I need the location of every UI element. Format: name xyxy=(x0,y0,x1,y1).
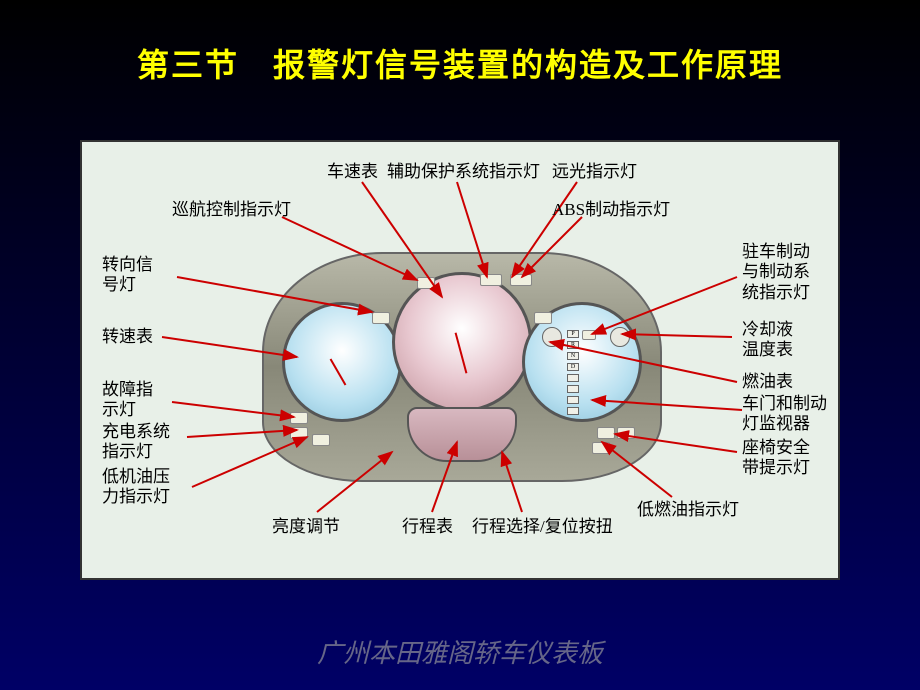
gear-r: R xyxy=(567,341,579,349)
label-line: 低机油压 xyxy=(102,467,170,486)
label-line: 号灯 xyxy=(102,275,136,294)
charging-indicator xyxy=(290,427,308,439)
odometer-panel xyxy=(407,407,517,462)
dashboard-cluster: P R N D xyxy=(262,252,662,482)
label-line: 转向信 xyxy=(102,255,153,274)
label-fuel-gauge: 燃油表 xyxy=(742,372,793,392)
label-cruise: 巡航控制指示灯 xyxy=(172,200,291,220)
label-tachometer: 转速表 xyxy=(102,327,153,347)
coolant-mini-gauge xyxy=(610,327,630,347)
label-turn-signal: 转向信 号灯 xyxy=(102,255,153,296)
gear-dot xyxy=(567,407,579,415)
label-line: 带提示灯 xyxy=(742,458,810,477)
label-line: 冷却液 xyxy=(742,320,793,339)
label-highbeam: 远光指示灯 xyxy=(552,162,637,182)
label-trip-reset: 行程选择/复位按扭 xyxy=(472,517,613,537)
highbeam-indicator xyxy=(534,312,552,324)
cruise-indicator xyxy=(417,277,435,289)
label-line: 车门和制动 xyxy=(742,394,827,413)
low-fuel-indicator xyxy=(592,442,610,454)
label-line: 座椅安全 xyxy=(742,438,810,457)
oil-pressure-indicator xyxy=(312,434,330,446)
label-srs: 辅助保护系统指示灯 xyxy=(387,162,540,182)
abs-indicator xyxy=(510,274,532,286)
gear-dot xyxy=(567,396,579,404)
label-line: 灯监视器 xyxy=(742,414,810,433)
label-parking-brake: 驻车制动 与制动系 统指示灯 xyxy=(742,242,810,303)
label-brightness: 亮度调节 xyxy=(272,517,340,537)
gear-indicator-strip: P R N D xyxy=(567,330,581,415)
label-line: 力指示灯 xyxy=(102,487,170,506)
label-line: 充电系统 xyxy=(102,422,170,441)
label-line: 温度表 xyxy=(742,340,793,359)
label-line: 示灯 xyxy=(102,400,136,419)
parking-brake-indicator xyxy=(582,330,596,340)
label-coolant: 冷却液 温度表 xyxy=(742,320,793,361)
door-brake-indicator xyxy=(617,427,635,439)
label-door-brake: 车门和制动 灯监视器 xyxy=(742,394,827,435)
diagram-container: P R N D 车速表 辅助保护系统指示灯 远光指示灯 巡航控制指示灯 ABS制… xyxy=(80,140,840,580)
diagram-caption: 广州本田雅阁轿车仪表板 xyxy=(0,633,920,670)
label-speedometer: 车速表 xyxy=(327,162,378,182)
malfunction-indicator xyxy=(290,412,308,424)
turn-signal-indicator xyxy=(372,312,390,324)
label-charging: 充电系统 指示灯 xyxy=(102,422,170,463)
speedometer-gauge xyxy=(392,272,532,412)
label-line: 故障指 xyxy=(102,380,153,399)
label-low-fuel: 低燃油指示灯 xyxy=(637,500,739,520)
gear-d: D xyxy=(567,363,579,371)
fuel-mini-gauge xyxy=(542,327,562,347)
gear-n: N xyxy=(567,352,579,360)
label-abs: ABS制动指示灯 xyxy=(552,200,670,220)
page-title: 第三节 报警灯信号装置的构造及工作原理 xyxy=(0,0,920,86)
label-line: 与制动系 xyxy=(742,262,810,281)
label-odometer: 行程表 xyxy=(402,517,453,537)
label-oil-pressure: 低机油压 力指示灯 xyxy=(102,467,170,508)
label-seatbelt: 座椅安全 带提示灯 xyxy=(742,438,810,479)
gear-dot xyxy=(567,374,579,382)
label-line: 驻车制动 xyxy=(742,242,810,261)
gear-dot xyxy=(567,385,579,393)
gear-p: P xyxy=(567,330,579,338)
seatbelt-indicator xyxy=(597,427,615,439)
label-line: 统指示灯 xyxy=(742,283,810,302)
srs-indicator xyxy=(480,274,502,286)
label-malfunction: 故障指 示灯 xyxy=(102,380,153,421)
label-line: 指示灯 xyxy=(102,442,153,461)
